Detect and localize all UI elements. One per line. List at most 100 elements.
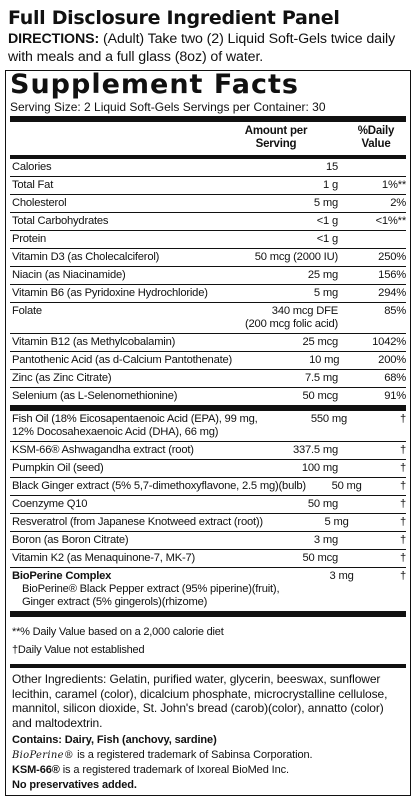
ingredient-name: Total Fat <box>12 179 54 191</box>
supplement-facts-box: Supplement Facts Serving Size: 2 Liquid … <box>5 70 411 796</box>
ingredient-name: Selenium (as L-Selenomethionine) <box>12 390 178 402</box>
daily-value: † <box>399 516 406 528</box>
daily-value: 68% <box>384 372 406 384</box>
ingredient-name: Total Carbohydrates <box>12 215 109 227</box>
footnote-dagger: †Daily Value not established <box>12 644 145 656</box>
ingredient-name: Folate <box>12 305 42 317</box>
table-row: Selenium (as L-Selenomethionine) 50 mcg 91… <box>10 388 406 411</box>
ingredient-name: Niacin (as Niacinamide) <box>12 269 126 281</box>
amount-per-serving: 550 mg <box>310 413 347 425</box>
table-row: KSM-66® Ashwagandha extract (root) 337.5 … <box>10 442 406 460</box>
ingredient-name: Pantothenic Acid (as d-Calcium Pantothen… <box>12 354 233 366</box>
table-row: Protein <1 g <box>10 231 406 249</box>
amount-per-serving: 15 <box>325 161 338 173</box>
amount-per-serving: 337.5 mg <box>292 444 338 456</box>
ingredient-name: Vitamin B12 (as Methylcobalamin) <box>12 336 176 348</box>
table-row: Folate 340 mcg DFE (200 mcg folic acid) 85% <box>10 303 406 334</box>
daily-value: 1%** <box>381 179 406 191</box>
amount-per-serving: 50 mg <box>307 498 338 510</box>
daily-value: † <box>399 462 406 474</box>
amount-per-serving: 50 mcg <box>302 390 339 402</box>
serving-info: Serving Size: 2 Liquid Soft-Gels Serving… <box>10 100 406 122</box>
no-preservatives: No preservatives added. <box>12 779 137 791</box>
table-row: Cholesterol 5 mg 2% <box>10 195 406 213</box>
table-row: Vitamin B12 (as Methylcobalamin) 25 mcg 10… <box>10 334 406 352</box>
table-row: Pantothenic Acid (as d-Calcium Pantothen… <box>10 352 406 370</box>
table-row: Pumpkin Oil (seed) 100 mg † <box>10 460 406 478</box>
table-row: Zinc (as Zinc Citrate) 7.5 mg 68% <box>10 370 406 388</box>
table-row: Coenzyme Q10 50 mg † <box>10 496 406 514</box>
amount-per-serving: 1 g <box>323 179 338 191</box>
daily-value: † <box>399 570 406 582</box>
table-row: Vitamin K2 (as Menaquinone-7, MK-7) 50 mc… <box>10 550 406 568</box>
amount-per-serving: 5 mg <box>313 197 338 209</box>
ingredient-name: Boron (as Boron Citrate) <box>12 534 129 546</box>
amount-per-serving: 7.5 mg <box>304 372 338 384</box>
ingredient-section: Fish Oil (18% Eicosapentaenoic Acid (EPA… <box>10 411 406 617</box>
ingredient-name: KSM-66® Ashwagandha extract (root) <box>12 444 194 456</box>
daily-value: † <box>399 498 406 510</box>
amount-per-serving: 5 mg <box>324 516 349 528</box>
dv-header: %Daily Value <box>357 125 395 150</box>
table-row: Calories 15 <box>10 159 406 177</box>
ingredient-name: Vitamin K2 (as Menaquinone-7, MK-7) <box>12 552 196 564</box>
table-row: Total Fat 1 g 1%** <box>10 177 406 195</box>
amount-per-serving: <1 g <box>316 215 338 227</box>
bioperine-logo: BioPerine® <box>12 750 75 761</box>
other-ingredients: Other Ingredients: Gelatin, purified wat… <box>12 672 388 730</box>
amount-per-serving: 3 mg <box>313 534 338 546</box>
table-row: Black Ginger extract (5% 5,7-dimethoxyfl… <box>10 478 406 496</box>
directions: DIRECTIONS: (Adult) Take two (2) Liquid … <box>8 30 411 66</box>
panel-heading: Full Disclosure Ingredient Panel <box>8 7 340 29</box>
supplement-facts-title: Supplement Facts <box>10 69 299 100</box>
directions-label: DIRECTIONS: <box>8 31 100 47</box>
amount-per-serving: 25 mg <box>307 269 338 281</box>
daily-value: 1042% <box>372 336 406 348</box>
amount-header: Amount per Serving <box>244 125 308 150</box>
table-row: Fish Oil (18% Eicosapentaenoic Acid (EPA… <box>10 411 406 442</box>
ingredient-name: Coenzyme Q10 <box>12 498 88 510</box>
table-row: BioPerine Complex BioPerine® Black Pepper… <box>10 568 406 617</box>
amount-per-serving: 340 mcg DFE (200 mcg folic acid) <box>245 305 338 330</box>
footnote-dv: **% Daily Value based on a 2,000 calorie… <box>12 626 224 638</box>
amount-per-serving: 5 mg <box>313 287 338 299</box>
table-row: Total Carbohydrates <1 g <1%** <box>10 213 406 231</box>
amount-per-serving: 50 mg <box>331 480 362 492</box>
ingredient-name: Vitamin D3 (as Cholecalciferol) <box>12 251 160 263</box>
ingredient-name: Protein <box>12 233 47 245</box>
ingredient-name: Fish Oil (18% Eicosapentaenoic Acid (EPA… <box>12 413 258 438</box>
ingredient-name: Cholesterol <box>12 197 67 209</box>
nutrient-section: Calories 15 Total Fat 1 g 1%** Cholesterol 5 m… <box>10 159 406 411</box>
amount-per-serving: 10 mg <box>309 354 340 366</box>
table-row: Vitamin D3 (as Cholecalciferol) 50 mcg (2… <box>10 249 406 267</box>
table-row: Boron (as Boron Citrate) 3 mg † <box>10 532 406 550</box>
daily-value: 91% <box>384 390 406 402</box>
daily-value: † <box>399 534 406 546</box>
daily-value: <1%** <box>375 215 407 227</box>
daily-value: 2% <box>390 197 406 209</box>
amount-per-serving: 50 mcg <box>302 552 339 564</box>
daily-value: † <box>399 480 406 492</box>
ingredient-name: Resveratrol (from Japanese Knotweed extr… <box>12 516 263 528</box>
table-row: Resveratrol (from Japanese Knotweed extr… <box>10 514 406 532</box>
amount-per-serving: 50 mcg (2000 IU) <box>254 251 338 263</box>
ksm-trademark: KSM-66® is a registered trademark of Ixo… <box>12 764 290 776</box>
daily-value: 250% <box>378 251 406 263</box>
ingredient-name: BioPerine Complex BioPerine® Black Pepper… <box>12 570 280 608</box>
ingredient-name: Zinc (as Zinc Citrate) <box>12 372 112 384</box>
ingredient-name: Vitamin B6 (as Pyridoxine Hydrochloride) <box>12 287 208 299</box>
amount-per-serving: 100 mg <box>301 462 338 474</box>
daily-value: 200% <box>378 354 406 366</box>
amount-per-serving: 25 mcg <box>302 336 339 348</box>
daily-value: † <box>399 552 406 564</box>
table-header: Amount per Serving %Daily Value <box>10 122 406 159</box>
ingredient-name: Black Ginger extract (5% 5,7-dimethoxyfl… <box>12 480 306 492</box>
directions-text: (Adult) Take two (2) Liquid Soft-Gels tw… <box>8 31 396 65</box>
ingredient-name: Pumpkin Oil (seed) <box>12 462 104 474</box>
daily-value: 156% <box>378 269 406 281</box>
footnotes: **% Daily Value based on a 2,000 calorie… <box>10 617 406 668</box>
bioperine-trademark: BioPerine® is a registered trademark of … <box>12 749 313 761</box>
allergen-statement: Contains: Dairy, Fish (anchovy, sardine) <box>12 734 217 746</box>
ingredient-name: Calories <box>12 161 52 173</box>
